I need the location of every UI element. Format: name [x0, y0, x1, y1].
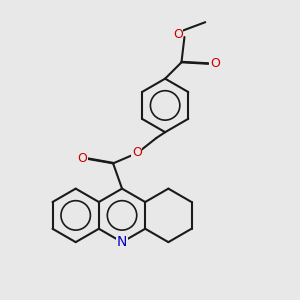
Text: N: N: [117, 235, 127, 249]
Text: O: O: [78, 152, 87, 165]
Text: O: O: [173, 28, 183, 40]
Text: O: O: [210, 57, 220, 70]
Text: O: O: [132, 146, 142, 160]
